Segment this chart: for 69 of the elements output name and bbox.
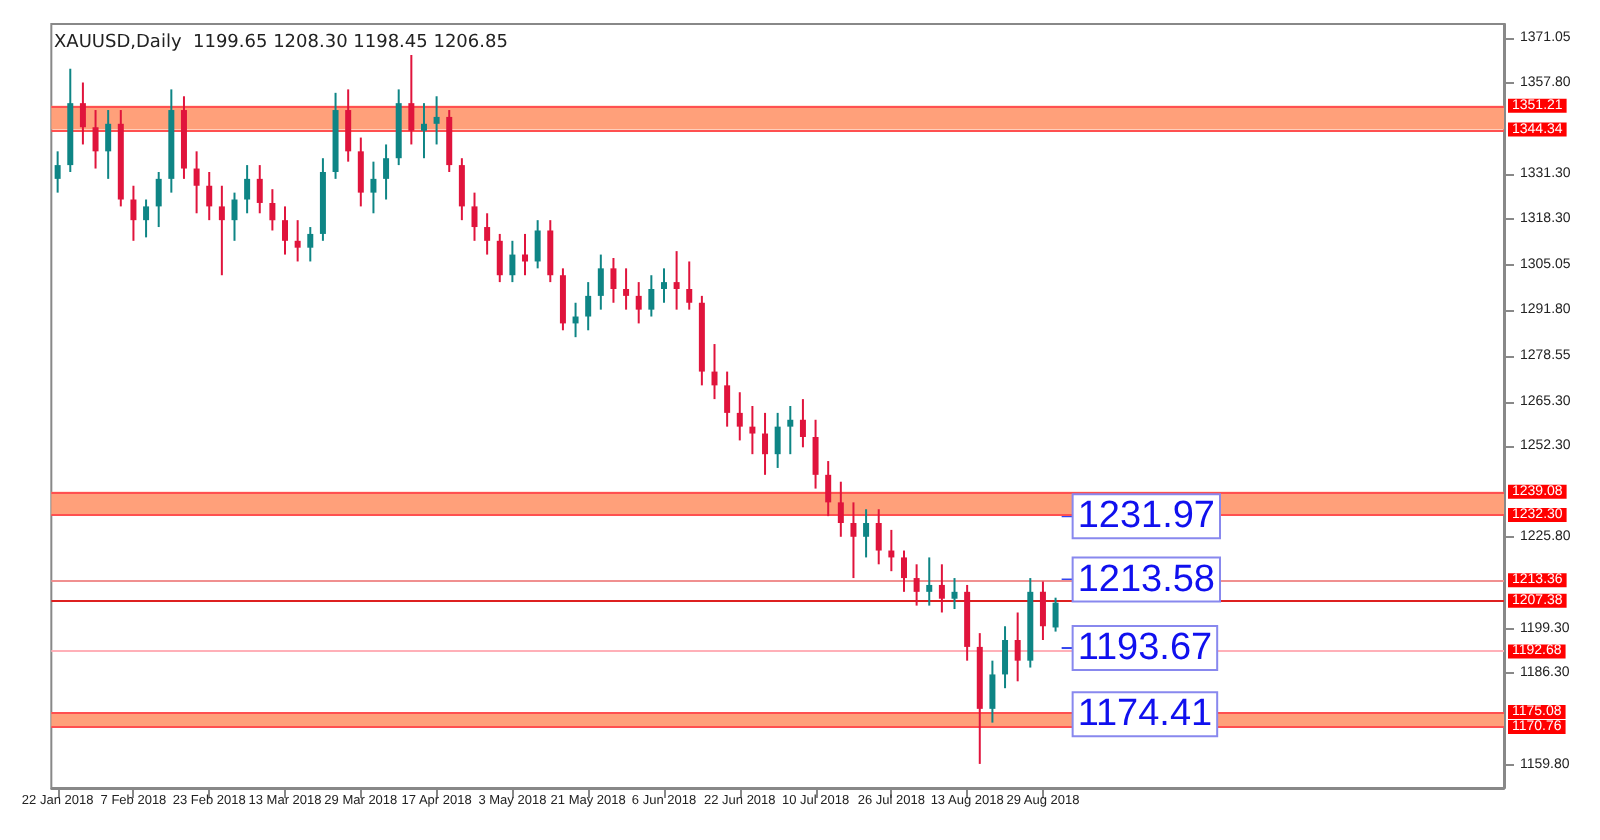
- candlestick: [623, 267, 630, 311]
- candlestick: [610, 257, 617, 304]
- candlestick: [534, 219, 541, 270]
- candlestick: [585, 281, 592, 332]
- candlestick: [294, 219, 301, 263]
- candlestick: [345, 88, 352, 163]
- candlestick: [370, 160, 377, 215]
- candlestick: [269, 188, 276, 232]
- annotation: 1213.58: [1077, 558, 1216, 601]
- candlestick: [711, 343, 718, 401]
- candlestick: [231, 191, 238, 242]
- candlestick: [484, 212, 491, 256]
- candlestick: [206, 170, 213, 222]
- annotation: 1231.97: [1077, 495, 1216, 538]
- candlestick: [597, 253, 604, 311]
- candlestick: [926, 556, 933, 607]
- annotation: 1193.67: [1077, 627, 1213, 670]
- candlestick: [837, 480, 844, 538]
- candlestick: [256, 164, 263, 215]
- candlestick: [863, 508, 870, 559]
- candlestick: [850, 501, 857, 580]
- candlestick: [458, 157, 465, 222]
- candlestick: [913, 563, 920, 607]
- candlestick: [54, 150, 61, 194]
- candlestick: [736, 391, 743, 442]
- candlestick: [509, 239, 516, 284]
- candlestick: [193, 150, 200, 215]
- candlestick: [218, 184, 225, 277]
- annotation: 1174.41: [1077, 693, 1213, 736]
- candlestick: [130, 184, 137, 242]
- candlestick: [79, 81, 86, 146]
- candlestick: [875, 508, 882, 566]
- candlestick: [496, 232, 503, 284]
- candlestick: [749, 405, 756, 456]
- candlestick: [825, 460, 832, 518]
- candlestick: [282, 205, 289, 256]
- candlestick: [1014, 611, 1021, 683]
- candlestick: [105, 109, 112, 180]
- text: XAUUSD,Daily 1199.65 1208.30 1198.45 1206.85: [54, 33, 508, 53]
- candlestick: [143, 198, 150, 239]
- candlestick: [635, 281, 642, 325]
- candlestick: [951, 577, 958, 611]
- candlestick: [660, 267, 667, 304]
- candlestick: [155, 170, 162, 229]
- candlestick: [1039, 580, 1046, 642]
- candlestick: [244, 164, 251, 215]
- candlestick: [686, 260, 693, 311]
- candlestick: [383, 143, 390, 201]
- candlestick: [648, 274, 655, 318]
- candlestick: [787, 405, 794, 456]
- candlestick: [307, 226, 314, 263]
- candlestick: [774, 411, 781, 469]
- candlestick: [938, 563, 945, 614]
- candlestick: [724, 370, 731, 428]
- candlestick: [433, 95, 440, 146]
- candlestick: [989, 659, 996, 724]
- candlestick: [900, 549, 907, 593]
- candlestick: [1002, 625, 1009, 690]
- candlestick: [420, 102, 427, 160]
- candlestick: [673, 250, 680, 311]
- candlestick: [799, 398, 806, 449]
- candlestick: [408, 53, 415, 146]
- candlestick: [812, 418, 819, 490]
- candlestick: [92, 109, 99, 170]
- candlestick: [1052, 596, 1059, 633]
- candlestick: [762, 411, 769, 476]
- candlestick: [357, 136, 364, 208]
- candlestick: [547, 219, 554, 284]
- candlestick: [471, 191, 478, 242]
